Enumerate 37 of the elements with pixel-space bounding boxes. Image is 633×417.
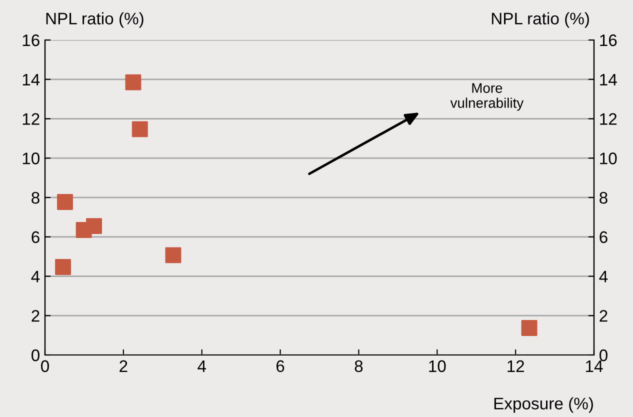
x-tick-label: 14: [586, 360, 603, 372]
x-tick-label: 4: [198, 360, 206, 372]
y-tick-label: 2: [32, 310, 40, 322]
point: [125, 74, 142, 90]
point: [57, 194, 73, 210]
y2-tick-label: 8: [600, 192, 608, 204]
y2-tick-label: 14: [600, 74, 617, 86]
point: [55, 259, 72, 275]
y-tick-label: 4: [31, 270, 40, 282]
y-tick-label: 10: [22, 152, 40, 164]
x-tick-label: 8: [354, 360, 363, 372]
y2-tick-label: 6: [600, 231, 608, 244]
y-tick-label: 8: [32, 192, 40, 204]
y2-tick-label: 4: [599, 270, 608, 282]
y-tick-label: 16: [22, 34, 40, 46]
point: [521, 320, 538, 336]
x-tick-label: 10: [429, 360, 446, 372]
x-tick-label: 0: [41, 360, 49, 372]
y-axis-title: NPL ratio (%): [46, 12, 144, 28]
y2-tick-label: 2: [600, 310, 608, 322]
x-tick-label: 12: [508, 360, 524, 372]
y-tick-label: 0: [32, 349, 40, 362]
x-tick-label: 2: [120, 360, 128, 372]
x-tick-label: 6: [276, 360, 284, 372]
point: [132, 121, 148, 138]
annotation: More vulnerability: [450, 83, 524, 111]
point: [86, 218, 102, 234]
x-axis-title: Exposure (%): [494, 397, 593, 413]
y-tick-label: 6: [32, 231, 40, 244]
y-tick-label: 12: [22, 113, 40, 125]
y-tick-label: 14: [22, 74, 40, 86]
y2-tick-label: 0: [600, 349, 608, 362]
y2-tick-label: 12: [600, 113, 617, 125]
y2-tick-label: 10: [600, 152, 617, 164]
y2-axis-title: NPL ratio (%): [492, 12, 589, 28]
point: [165, 247, 182, 264]
y2-tick-label: 16: [600, 34, 617, 46]
